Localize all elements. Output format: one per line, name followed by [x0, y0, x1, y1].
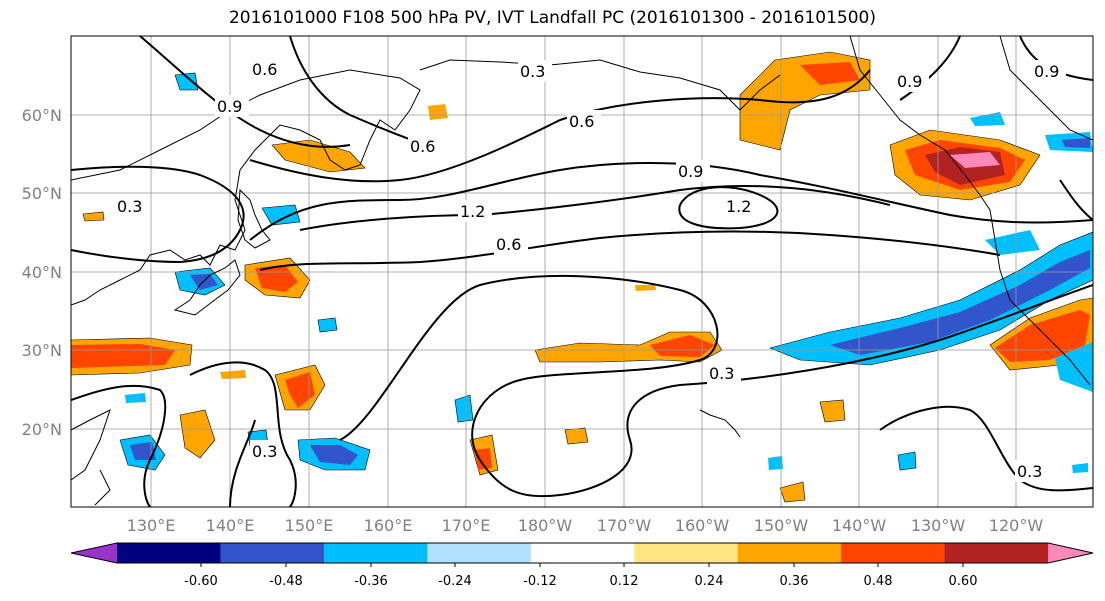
lon-tick-label: 140°W	[832, 516, 887, 535]
contour-label: 0.3	[117, 197, 142, 216]
colorbar-tick-label: 0.24	[695, 574, 724, 589]
lon-tick-label: 160°E	[364, 516, 413, 535]
lon-tick-label: 170°W	[597, 516, 652, 535]
coastlines	[71, 36, 1093, 506]
colorbar-segment	[530, 543, 635, 563]
lat-tick-label: 30°N	[22, 341, 62, 360]
colorbar-extend-min	[71, 543, 117, 563]
lon-tick-label: 170°E	[442, 516, 491, 535]
colorbar-tick-label: -0.60	[184, 574, 218, 589]
map-frame	[70, 35, 1094, 508]
lon-tick-label: 130°E	[127, 516, 176, 535]
lon-tick-label: 140°E	[206, 516, 255, 535]
colorbar-segment	[841, 543, 946, 563]
lon-tick-label: 130°W	[911, 516, 966, 535]
colorbar-tick-label: 0.60	[949, 574, 978, 589]
colorbar	[70, 542, 1094, 567]
contour-label: 0.9	[1034, 62, 1059, 81]
lon-tick-label: 180°W	[518, 516, 573, 535]
colorbar-tick-label: -0.36	[354, 574, 388, 589]
colorbar-segment	[220, 543, 325, 563]
colorbar-tick-label: -0.24	[438, 574, 472, 589]
lon-tick-labels: 130°E 140°E 150°E 160°E 170°E 180°W 170°…	[127, 516, 1044, 535]
contour-label: 0.6	[410, 137, 435, 156]
lat-tick-label: 50°N	[22, 184, 62, 203]
lon-tick-label: 160°W	[675, 516, 730, 535]
colorbar-tick-label: -0.12	[523, 574, 557, 589]
colorbar-outline	[70, 542, 1094, 564]
contour-label: 0.6	[569, 112, 594, 131]
contour-label: 0.3	[1017, 462, 1042, 481]
map-panel: 0.6 0.9 0.3 0.6 0.6 0.9 1.2 0.6 1.2 0.9	[70, 35, 1094, 508]
contour-label: 0.3	[709, 364, 734, 383]
lon-tick-label: 150°W	[754, 516, 809, 535]
contour-label: 1.2	[460, 202, 485, 221]
colorbar-segment	[427, 543, 532, 563]
lon-tick-label: 120°W	[989, 516, 1044, 535]
colorbar-segment	[737, 543, 842, 563]
lat-tick-label: 20°N	[22, 420, 62, 439]
colorbar-segment	[323, 543, 428, 563]
contour-label: 0.6	[252, 60, 277, 79]
contour-label: 0.3	[520, 62, 545, 81]
colorbar-labels: -0.60 -0.48 -0.36 -0.24 -0.12 0.12 0.24 …	[184, 574, 977, 589]
lat-tick-label: 40°N	[22, 263, 62, 282]
contour-labels: 0.6 0.9 0.3 0.6 0.6 0.9 1.2 0.6 1.2 0.9	[115, 58, 1066, 482]
lat-tick-label: 60°N	[22, 106, 62, 125]
lat-tick-labels: 20°N 30°N 40°N 50°N 60°N	[22, 106, 62, 439]
colorbar-segment	[117, 543, 221, 563]
colorbar-extend-max	[1048, 543, 1093, 563]
contour-label: 0.9	[897, 72, 922, 91]
contour-label: 0.9	[217, 97, 242, 116]
colorbar-segment	[944, 543, 1049, 563]
colorbar-tick-label: -0.48	[269, 574, 303, 589]
contour-label: 0.3	[252, 442, 277, 461]
contour-label: 0.6	[496, 235, 521, 254]
colorbar-segment	[634, 543, 739, 563]
contour-label: 0.9	[678, 162, 703, 181]
shaded-anomalies	[71, 51, 1093, 503]
map-title: 2016101000 F108 500 hPa PV, IVT Landfall…	[228, 8, 876, 28]
contour-label: 1.2	[726, 197, 751, 216]
lon-tick-label: 150°E	[285, 516, 334, 535]
colorbar-tick-label: 0.12	[610, 574, 639, 589]
colorbar-tick-label: 0.48	[864, 574, 893, 589]
pv-contours	[71, 36, 1093, 507]
colorbar-tick-label: 0.36	[780, 574, 809, 589]
